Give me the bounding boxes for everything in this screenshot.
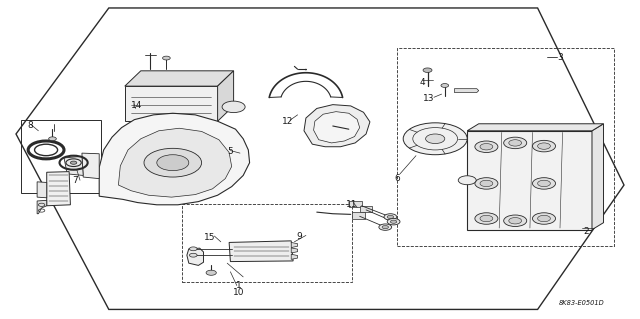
- Circle shape: [390, 220, 397, 223]
- Polygon shape: [64, 156, 83, 175]
- Circle shape: [157, 155, 189, 171]
- Polygon shape: [218, 71, 234, 121]
- Polygon shape: [82, 153, 99, 179]
- Circle shape: [538, 215, 550, 222]
- Circle shape: [379, 224, 392, 230]
- Polygon shape: [99, 113, 250, 205]
- Circle shape: [382, 226, 388, 229]
- Circle shape: [504, 137, 527, 149]
- Text: 15: 15: [204, 233, 216, 242]
- Text: 8K83-E0501D: 8K83-E0501D: [559, 300, 605, 306]
- Bar: [182, 204, 352, 282]
- Bar: [21, 120, 101, 193]
- Circle shape: [475, 213, 498, 224]
- Text: 9: 9: [297, 232, 302, 241]
- Circle shape: [538, 143, 550, 149]
- Polygon shape: [291, 254, 298, 259]
- Circle shape: [206, 270, 216, 275]
- Circle shape: [387, 219, 400, 225]
- Text: 10: 10: [233, 288, 244, 297]
- Circle shape: [144, 148, 202, 177]
- Circle shape: [480, 215, 493, 222]
- Polygon shape: [467, 124, 604, 131]
- Polygon shape: [37, 182, 47, 198]
- Circle shape: [426, 134, 445, 144]
- Circle shape: [458, 176, 476, 185]
- Circle shape: [189, 247, 197, 251]
- Text: 13: 13: [423, 94, 435, 103]
- Polygon shape: [592, 124, 604, 230]
- Text: 14: 14: [131, 101, 143, 110]
- Circle shape: [532, 178, 556, 189]
- Circle shape: [423, 68, 432, 72]
- Circle shape: [475, 178, 498, 189]
- Circle shape: [538, 180, 550, 187]
- Text: 8: 8: [28, 121, 33, 130]
- Circle shape: [509, 218, 522, 224]
- Circle shape: [384, 214, 397, 220]
- Circle shape: [49, 137, 56, 141]
- Text: 4: 4: [420, 78, 425, 87]
- Polygon shape: [118, 128, 232, 197]
- Text: 2: 2: [584, 227, 589, 236]
- Circle shape: [480, 144, 493, 150]
- Circle shape: [532, 213, 556, 224]
- Circle shape: [504, 215, 527, 226]
- Polygon shape: [125, 86, 218, 121]
- Circle shape: [387, 215, 394, 219]
- Circle shape: [532, 140, 556, 152]
- Polygon shape: [291, 242, 298, 248]
- Polygon shape: [187, 248, 204, 265]
- Polygon shape: [360, 206, 372, 212]
- Text: 7: 7: [73, 176, 78, 185]
- Text: 1: 1: [236, 281, 241, 290]
- Circle shape: [189, 253, 197, 257]
- Text: 6: 6: [394, 174, 399, 183]
- Circle shape: [70, 161, 77, 164]
- Polygon shape: [47, 172, 70, 206]
- Circle shape: [480, 180, 493, 187]
- Polygon shape: [349, 201, 362, 207]
- Polygon shape: [291, 248, 298, 253]
- Polygon shape: [304, 105, 370, 147]
- Text: 11: 11: [346, 200, 358, 209]
- Polygon shape: [314, 112, 360, 143]
- Text: 3: 3: [557, 53, 563, 62]
- Circle shape: [509, 140, 522, 146]
- Polygon shape: [352, 212, 365, 219]
- Polygon shape: [125, 71, 234, 86]
- Polygon shape: [229, 241, 293, 262]
- Circle shape: [403, 123, 467, 155]
- Circle shape: [475, 141, 498, 152]
- Bar: [397, 48, 614, 246]
- Circle shape: [222, 101, 245, 113]
- Text: 5: 5: [227, 147, 233, 156]
- Circle shape: [441, 84, 449, 87]
- Circle shape: [163, 56, 170, 60]
- Polygon shape: [467, 131, 592, 230]
- Text: 12: 12: [282, 117, 294, 126]
- Polygon shape: [37, 200, 47, 214]
- Polygon shape: [454, 89, 479, 93]
